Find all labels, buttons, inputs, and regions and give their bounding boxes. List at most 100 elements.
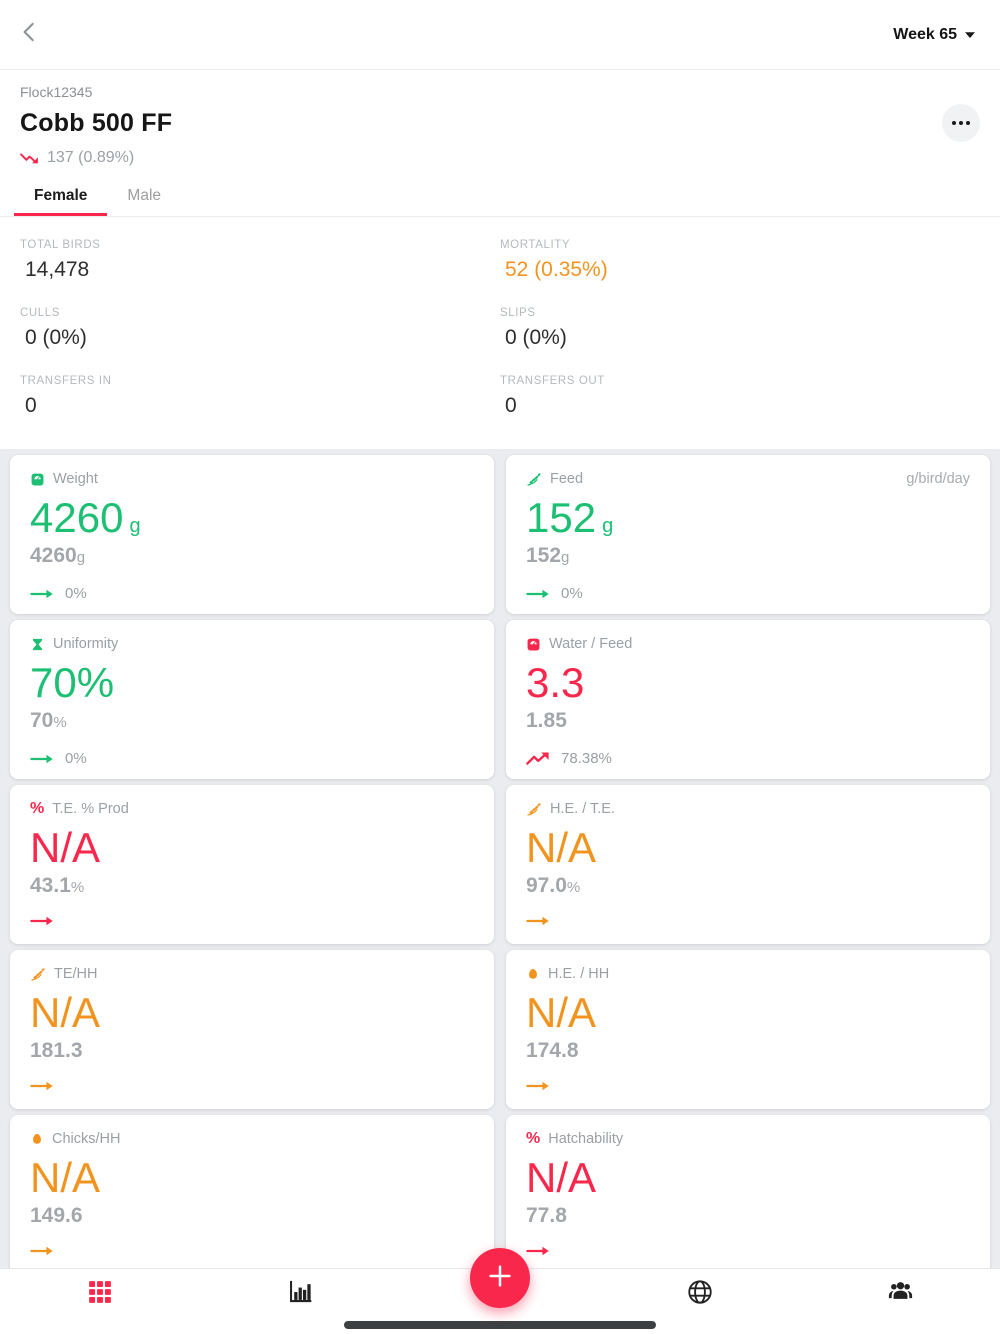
stat-transfers-out: TRANSFERS OUT 0	[500, 375, 980, 418]
wheat-icon	[526, 801, 542, 817]
metric-standard-value: 174.8	[526, 1039, 579, 1063]
metric-trend-text: 78.38%	[561, 750, 612, 768]
egg-icon	[30, 1132, 44, 1147]
metric-label: Uniformity	[53, 636, 119, 652]
metric-card[interactable]: Uniformity 70% 70 % 0%	[10, 620, 494, 779]
metric-value: N/A	[526, 1154, 597, 1201]
grid-icon	[87, 1279, 113, 1310]
metric-value: 152	[526, 494, 597, 541]
sex-tabs: Female Male	[0, 173, 1000, 217]
bar-chart-icon	[287, 1278, 314, 1310]
stat-label: CULLS	[20, 307, 61, 319]
percent-icon: %	[30, 800, 45, 817]
metric-trend-text: 0%	[65, 585, 87, 603]
add-record-fab[interactable]	[470, 1248, 530, 1308]
flock-id: Flock12345	[20, 84, 93, 100]
trend-down-icon	[20, 152, 39, 165]
nav-people-button[interactable]	[800, 1269, 1000, 1319]
tab-male[interactable]: Male	[127, 187, 162, 204]
metric-label: Water / Feed	[549, 636, 633, 652]
percent-icon: %	[526, 1130, 541, 1147]
metric-card[interactable]: H.E. / HH N/A 174.8	[506, 950, 990, 1109]
flock-header: Flock12345 Cobb 500 FF 137 (0.89%)	[0, 70, 1000, 167]
back-button[interactable]	[12, 17, 48, 53]
people-icon	[886, 1278, 915, 1310]
home-indicator[interactable]	[344, 1321, 656, 1329]
metric-label: T.E. % Prod	[52, 801, 129, 817]
wheat-icon	[526, 471, 542, 487]
metric-standard-unit: g	[561, 549, 570, 567]
tab-female[interactable]: Female	[14, 173, 108, 216]
metric-standard-value: 181.3	[30, 1039, 83, 1063]
metric-label: H.E. / T.E.	[550, 801, 616, 817]
metric-unit-note: g/bird/day	[906, 471, 970, 487]
metric-value: N/A	[526, 824, 597, 871]
flock-trend: 137 (0.89%)	[20, 149, 980, 167]
plus-icon	[485, 1261, 515, 1296]
metric-label: H.E. / HH	[548, 966, 610, 982]
metric-value-unit: g	[129, 515, 141, 537]
metric-value: N/A	[30, 824, 101, 871]
stat-value: 14,478	[25, 258, 90, 281]
trend-flat-icon	[30, 1080, 54, 1092]
flock-trend-value: 137 (0.89%)	[47, 149, 135, 166]
stat-label: TRANSFERS OUT	[500, 375, 605, 387]
trend-flat-icon	[526, 588, 550, 600]
metric-trend-text: 0%	[561, 585, 583, 603]
metric-value: N/A	[30, 1154, 101, 1201]
metric-label: Hatchability	[548, 1131, 624, 1147]
trend-flat-icon	[30, 1245, 54, 1257]
trend-flat-icon	[526, 1245, 550, 1257]
stat-culls: CULLS 0 (0%)	[20, 307, 500, 350]
metric-standard-value: 77.8	[526, 1204, 567, 1228]
metric-card[interactable]: Chicks/HH N/A 149.6	[10, 1115, 494, 1274]
metric-standard-value: 4260	[30, 544, 77, 568]
metric-standard-value: 43.1	[30, 874, 71, 898]
scale-icon	[30, 472, 45, 487]
metric-value: 3.3	[526, 659, 585, 706]
chevron-down-icon	[964, 26, 976, 44]
metric-standard-unit: %	[53, 714, 67, 732]
metric-card[interactable]: Weight 4260 g 4260 g 0%	[10, 455, 494, 614]
wheat-icon	[30, 966, 46, 982]
trend-flat-icon	[30, 915, 54, 927]
stat-value: 0	[505, 394, 517, 417]
more-options-icon	[952, 121, 970, 125]
week-selector-label: Week 65	[893, 25, 957, 43]
metric-card[interactable]: % T.E. % Prod N/A 43.1 %	[10, 785, 494, 944]
nav-global-button[interactable]	[600, 1269, 800, 1319]
trend-flat-icon	[526, 915, 550, 927]
stat-label: TOTAL BIRDS	[20, 239, 101, 251]
metric-cards-grid: Weight 4260 g 4260 g 0% Feed g/bird/day	[0, 449, 1000, 1334]
hourglass-icon	[30, 637, 45, 652]
metric-value: 4260	[30, 494, 124, 541]
metric-card[interactable]: H.E. / T.E. N/A 97.0 %	[506, 785, 990, 944]
metric-card[interactable]: Feed g/bird/day 152 g 152 g 0%	[506, 455, 990, 614]
metric-value-unit: g	[602, 515, 614, 537]
week-selector[interactable]: Week 65	[893, 26, 976, 44]
trend-flat-icon	[30, 588, 54, 600]
trend-flat-icon	[526, 1080, 550, 1092]
stat-label: MORTALITY	[500, 239, 571, 251]
nav-dashboard-button[interactable]	[0, 1269, 200, 1319]
stat-transfers-in: TRANSFERS IN 0	[20, 375, 500, 418]
metric-label: Chicks/HH	[52, 1131, 121, 1147]
metric-standard-value: 1.85	[526, 709, 567, 733]
page-title: Cobb 500 FF	[20, 109, 173, 137]
flock-stats: TOTAL BIRDS 14,478 MORTALITY 52 (0.35%) …	[0, 217, 1000, 449]
stat-value: 0 (0%)	[505, 326, 567, 349]
metric-standard-value: 97.0	[526, 874, 567, 898]
stat-value: 0	[25, 394, 37, 417]
metric-standard-unit: %	[566, 879, 581, 897]
more-options-button[interactable]	[942, 104, 980, 142]
top-bar: Week 65	[0, 0, 1000, 70]
metric-value: N/A	[526, 989, 597, 1036]
globe-icon	[686, 1278, 714, 1311]
metric-standard-unit: g	[76, 549, 86, 567]
back-chevron-icon	[17, 19, 43, 50]
metric-card[interactable]: Water / Feed 3.3 1.85 78.38%	[506, 620, 990, 779]
metric-card[interactable]: % Hatchability N/A 77.8	[506, 1115, 990, 1274]
metric-card[interactable]: TE/HH N/A 181.3	[10, 950, 494, 1109]
nav-charts-button[interactable]	[200, 1269, 400, 1319]
trend-flat-icon	[30, 753, 54, 765]
